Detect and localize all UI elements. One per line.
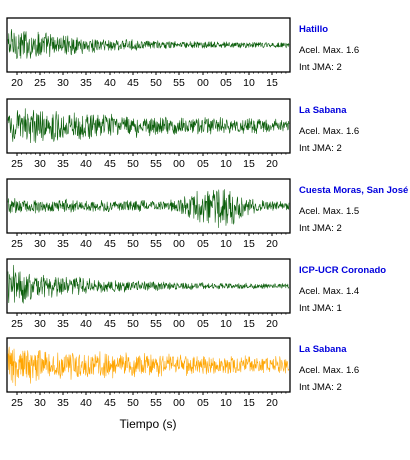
int-jma-label: Int JMA: 2 <box>299 223 342 234</box>
x-tick-label: 45 <box>127 77 139 89</box>
station-name: Hatillo <box>299 24 328 35</box>
x-tick-label: 00 <box>173 238 185 250</box>
station-name: La Sabana <box>299 105 347 116</box>
x-tick-label: 30 <box>34 158 46 170</box>
x-tick-label: 55 <box>173 77 185 89</box>
x-tick-label: 15 <box>243 238 255 250</box>
x-tick-label: 15 <box>243 318 255 330</box>
station-name: ICP-UCR Coronado <box>299 265 386 276</box>
panel-4: 25 30 35 40 45 50 55 00 05 10 15 20 ICP-UCR Coronado… <box>6 258 386 330</box>
x-tick-label: 35 <box>57 158 69 170</box>
acel-max-label: Acel. Max. 1.6 <box>299 365 359 376</box>
x-tick-label: 30 <box>57 77 69 89</box>
acel-max-label: Acel. Max. 1.6 <box>299 45 359 56</box>
x-tick-label: 30 <box>34 238 46 250</box>
x-axis-title: Tiempo (s) <box>120 417 177 431</box>
waveform-trace <box>7 189 290 228</box>
x-tick-label: 25 <box>11 238 23 250</box>
x-tick-label: 35 <box>80 77 92 89</box>
x-tick-label: 45 <box>104 318 116 330</box>
x-tick-label: 55 <box>150 238 162 250</box>
x-tick-label: 15 <box>243 158 255 170</box>
x-tick-label: 10 <box>220 158 232 170</box>
int-jma-label: Int JMA: 2 <box>299 62 342 73</box>
acel-max-label: Acel. Max. 1.5 <box>299 206 359 217</box>
x-tick-label: 05 <box>197 397 209 409</box>
x-tick-label: 00 <box>197 77 209 89</box>
x-tick-label: 55 <box>150 158 162 170</box>
x-tick-label: 05 <box>197 318 209 330</box>
panels-group: 20 25 30 35 40 45 50 55 00 05 10 15 Hatillo Acel. Max… <box>6 17 408 409</box>
x-tick-label: 00 <box>173 397 185 409</box>
x-tick-label: 20 <box>266 158 278 170</box>
station-name: Cuesta Moras, San José <box>299 185 408 196</box>
x-tick-label: 40 <box>80 158 92 170</box>
x-tick-label: 10 <box>220 318 232 330</box>
x-tick-label: 25 <box>11 397 23 409</box>
x-tick-label: 25 <box>11 318 23 330</box>
waveform-trace <box>7 108 290 144</box>
panel-2: 25 30 35 40 45 50 55 00 05 10 15 20 La Sabana Acel. M… <box>6 98 359 170</box>
x-tick-label: 20 <box>266 397 278 409</box>
x-tick-label: 40 <box>80 318 92 330</box>
x-tick-label: 20 <box>266 238 278 250</box>
x-tick-label: 05 <box>197 158 209 170</box>
acel-max-label: Acel. Max. 1.4 <box>299 286 359 297</box>
x-tick-label: 50 <box>127 318 139 330</box>
panel-3: 25 30 35 40 45 50 55 00 05 10 15 20 Cuesta Moras, Sa… <box>6 178 408 250</box>
x-tick-label: 55 <box>150 397 162 409</box>
x-tick-label: 15 <box>243 397 255 409</box>
waveform-trace <box>7 29 290 60</box>
x-tick-label: 35 <box>57 318 69 330</box>
x-tick-label: 45 <box>104 238 116 250</box>
x-tick-label: 50 <box>127 238 139 250</box>
waveform-trace <box>7 264 290 304</box>
x-tick-label: 55 <box>150 318 162 330</box>
x-tick-label: 20 <box>266 318 278 330</box>
x-tick-label: 00 <box>173 158 185 170</box>
x-tick-label: 45 <box>104 158 116 170</box>
x-tick-label: 05 <box>197 238 209 250</box>
x-tick-label: 35 <box>57 238 69 250</box>
x-tick-label: 10 <box>220 238 232 250</box>
x-tick-label: 30 <box>34 397 46 409</box>
x-tick-label: 40 <box>80 238 92 250</box>
x-tick-label: 25 <box>34 77 46 89</box>
panel-1: 20 25 30 35 40 45 50 55 00 05 10 15 Hatillo Acel. Max… <box>6 17 359 89</box>
x-tick-label: 10 <box>243 77 255 89</box>
x-tick-label: 00 <box>173 318 185 330</box>
x-tick-label: 20 <box>11 77 23 89</box>
x-tick-label: 35 <box>57 397 69 409</box>
x-tick-label: 40 <box>104 77 116 89</box>
waveform-trace <box>7 346 290 387</box>
x-tick-label: 15 <box>266 77 278 89</box>
x-tick-label: 50 <box>127 158 139 170</box>
x-tick-label: 25 <box>11 158 23 170</box>
panel-5: 25 30 35 40 45 50 55 00 05 10 15 20 La Sabana Acel. M… <box>6 337 359 409</box>
int-jma-label: Int JMA: 1 <box>299 303 342 314</box>
station-name: La Sabana <box>299 344 347 355</box>
int-jma-label: Int JMA: 2 <box>299 382 342 393</box>
x-tick-label: 10 <box>220 397 232 409</box>
int-jma-label: Int JMA: 2 <box>299 143 342 154</box>
x-tick-label: 40 <box>80 397 92 409</box>
x-tick-label: 50 <box>127 397 139 409</box>
x-tick-label: 50 <box>150 77 162 89</box>
x-tick-label: 05 <box>220 77 232 89</box>
x-tick-label: 30 <box>34 318 46 330</box>
x-tick-label: 45 <box>104 397 116 409</box>
acel-max-label: Acel. Max. 1.6 <box>299 126 359 137</box>
